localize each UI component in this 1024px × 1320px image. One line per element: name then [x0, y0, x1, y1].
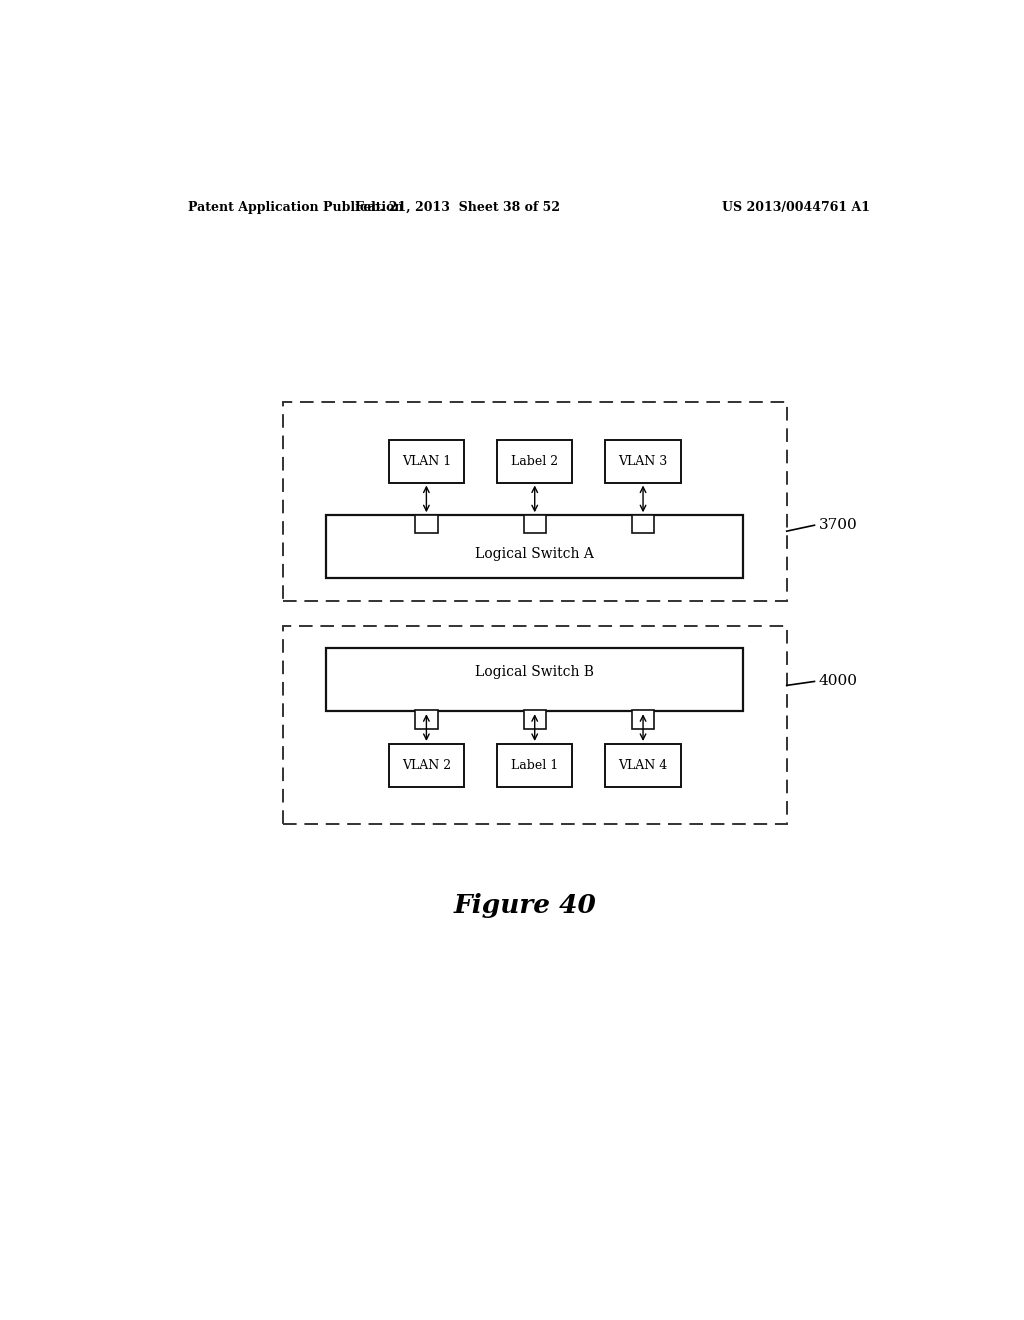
Bar [632, 515, 654, 533]
Text: Feb. 21, 2013  Sheet 38 of 52: Feb. 21, 2013 Sheet 38 of 52 [355, 201, 560, 214]
Bar [283, 403, 786, 601]
Bar [416, 710, 437, 729]
Bar [497, 744, 572, 787]
Bar [605, 440, 681, 483]
Bar [523, 710, 546, 729]
Text: Logical Switch B: Logical Switch B [475, 665, 594, 680]
Text: Label 1: Label 1 [511, 759, 558, 772]
Bar [523, 515, 546, 533]
Bar [327, 515, 743, 578]
Text: US 2013/0044761 A1: US 2013/0044761 A1 [722, 201, 870, 214]
Bar [605, 744, 681, 787]
Text: VLAN 4: VLAN 4 [618, 759, 668, 772]
Text: 3700: 3700 [818, 519, 857, 532]
Bar [497, 440, 572, 483]
Text: Patent Application Publication: Patent Application Publication [187, 201, 403, 214]
Bar [416, 515, 437, 533]
Text: VLAN 1: VLAN 1 [401, 455, 451, 467]
Text: 4000: 4000 [818, 675, 857, 689]
Text: Label 2: Label 2 [511, 455, 558, 467]
Bar [327, 648, 743, 711]
Bar [389, 440, 464, 483]
Bar [389, 744, 464, 787]
Bar [283, 626, 786, 824]
Bar [632, 710, 654, 729]
Text: VLAN 2: VLAN 2 [401, 759, 451, 772]
Text: VLAN 3: VLAN 3 [618, 455, 668, 467]
Text: Logical Switch A: Logical Switch A [475, 548, 594, 561]
Text: Figure 40: Figure 40 [454, 892, 596, 917]
